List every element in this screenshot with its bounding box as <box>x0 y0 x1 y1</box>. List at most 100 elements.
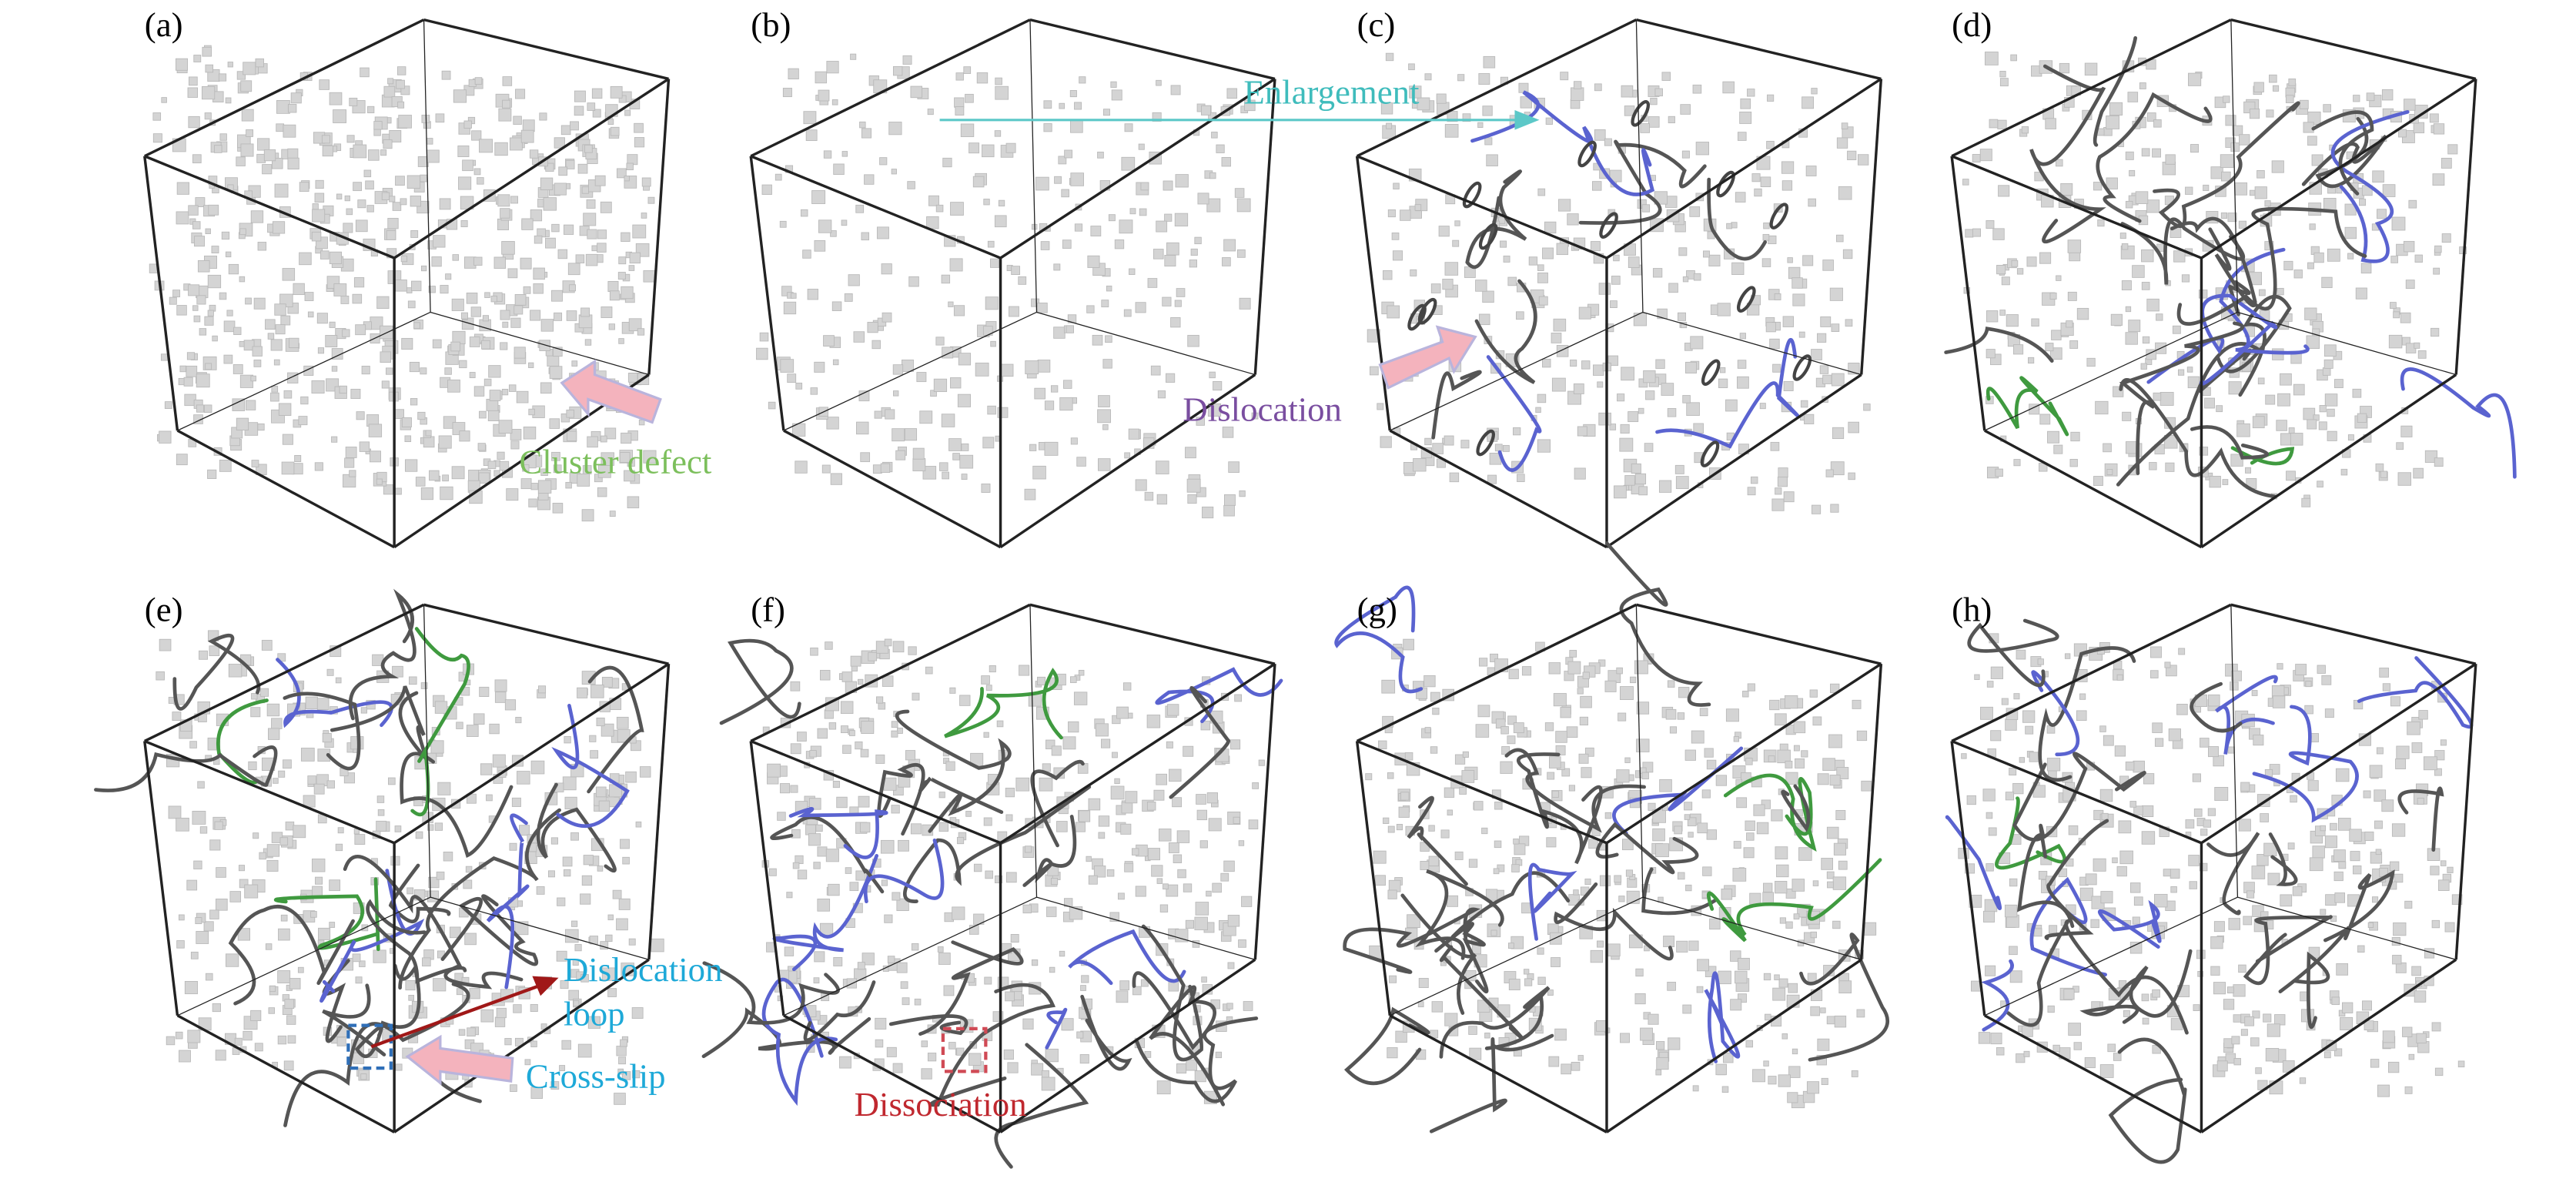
cluster <box>1472 945 1481 955</box>
cluster <box>1829 775 1841 786</box>
cluster <box>1097 409 1112 424</box>
cluster <box>2424 450 2438 463</box>
cluster <box>1722 1052 1734 1063</box>
cluster <box>1621 85 1634 98</box>
cluster <box>502 321 509 328</box>
cluster <box>1156 460 1169 474</box>
cluster <box>941 414 955 427</box>
cluster <box>1996 1047 2005 1056</box>
cluster <box>2359 199 2367 206</box>
cluster <box>2004 904 2018 918</box>
dislocation-line <box>1595 822 1699 875</box>
cluster <box>1650 97 1658 105</box>
cluster <box>2400 312 2411 323</box>
cluster <box>2210 966 2220 976</box>
cluster <box>510 196 518 204</box>
cluster <box>381 192 390 201</box>
cluster <box>1468 859 1478 868</box>
cluster <box>2414 254 2423 263</box>
cluster <box>409 361 420 373</box>
cluster <box>1408 63 1415 71</box>
cluster <box>466 292 478 304</box>
cluster <box>410 196 421 207</box>
cluster <box>902 997 910 1006</box>
cluster <box>2118 820 2132 834</box>
cluster <box>340 295 350 304</box>
dislocation-line <box>440 894 539 966</box>
box-edge <box>783 429 1002 549</box>
cluster <box>1798 331 1805 338</box>
cluster <box>791 829 801 839</box>
cluster <box>1686 402 1700 416</box>
small-loop <box>1700 440 1720 467</box>
cluster <box>850 53 857 60</box>
cluster <box>1223 239 1236 252</box>
cluster <box>2299 1077 2307 1084</box>
cluster <box>1733 841 1741 849</box>
cluster <box>607 119 614 125</box>
cluster <box>528 362 534 368</box>
cluster <box>901 359 914 372</box>
cluster <box>228 263 239 275</box>
cluster <box>326 780 336 789</box>
cluster <box>1593 364 1604 376</box>
cluster <box>484 292 490 298</box>
cluster <box>453 89 467 103</box>
cluster <box>2187 376 2200 389</box>
cluster <box>1570 359 1577 367</box>
cluster <box>197 260 210 273</box>
box-edge <box>1606 78 1882 260</box>
cluster <box>1102 359 1112 369</box>
cluster <box>634 137 645 148</box>
cluster <box>581 875 593 886</box>
cluster <box>1043 100 1052 109</box>
dislocation-loop-label: Dislocation <box>564 950 723 989</box>
cluster <box>2398 129 2407 138</box>
cluster <box>1654 191 1668 205</box>
cluster <box>1409 85 1422 99</box>
cluster <box>965 93 974 103</box>
cluster <box>388 777 396 785</box>
cluster <box>2349 829 2362 842</box>
hidden-edge <box>177 896 431 1016</box>
cluster <box>329 92 343 105</box>
cluster <box>192 810 206 825</box>
cluster <box>193 55 202 62</box>
cluster <box>196 373 210 388</box>
cluster <box>818 219 832 233</box>
cluster <box>1742 691 1749 698</box>
cluster <box>2140 363 2147 370</box>
cluster <box>1365 773 1373 781</box>
cluster <box>2181 274 2190 283</box>
cluster <box>1678 247 1688 256</box>
cluster <box>299 182 309 193</box>
cluster <box>631 1007 644 1019</box>
cluster-defect-label: Cluster defect <box>519 443 712 481</box>
cluster <box>513 1004 522 1013</box>
cluster <box>287 148 299 159</box>
cluster <box>380 325 393 340</box>
cluster <box>530 1003 538 1013</box>
cluster <box>2293 383 2305 396</box>
cluster <box>1822 260 1834 271</box>
dislocation-line <box>2292 951 2330 1030</box>
cluster <box>861 128 872 139</box>
cluster <box>2382 683 2391 691</box>
cluster <box>1444 435 1454 446</box>
dislocation-line <box>918 940 1024 1036</box>
box-edge <box>144 18 425 158</box>
dislocation-line <box>1343 1006 1430 1086</box>
cluster <box>1616 667 1623 675</box>
cluster <box>961 474 968 481</box>
cluster <box>192 305 199 311</box>
cluster <box>921 1068 932 1080</box>
cluster <box>209 645 220 656</box>
cluster <box>1772 363 1781 373</box>
hidden-edge <box>177 311 431 431</box>
cluster <box>1194 236 1202 245</box>
cluster <box>784 946 795 956</box>
cluster <box>278 770 286 778</box>
cluster <box>868 651 878 661</box>
cluster <box>283 1060 294 1071</box>
